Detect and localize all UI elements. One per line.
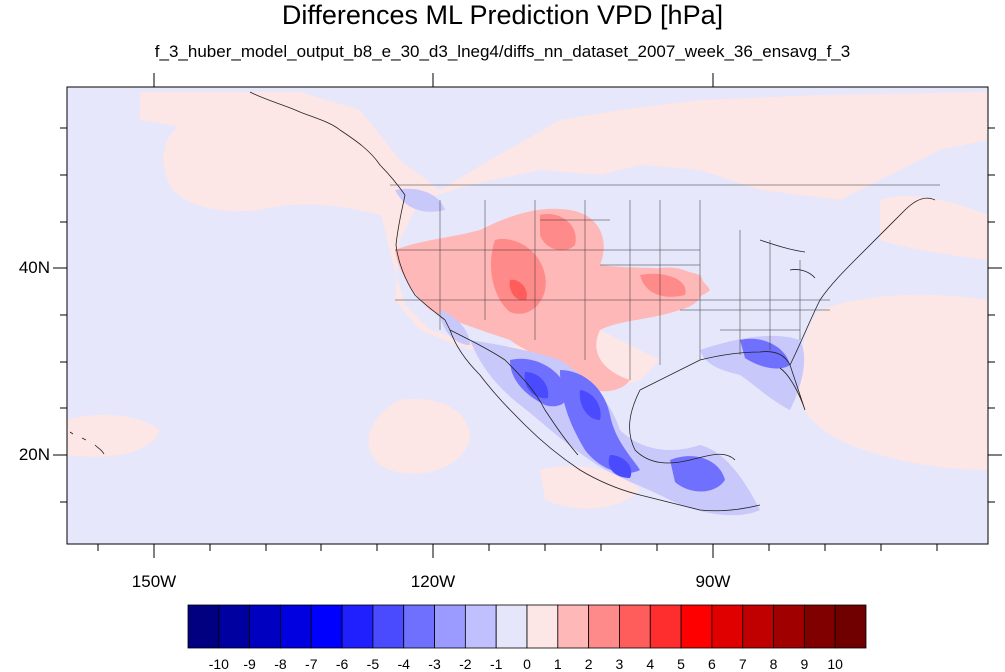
state-boundaries <box>390 184 940 380</box>
colorbar-swatch <box>588 604 620 649</box>
map-subtitle: f_3_huber_model_output_b8_e_30_d3_lneg4/… <box>154 42 851 61</box>
colorbar-tick-label: 5 <box>677 656 685 672</box>
colorbar-tick-label: 6 <box>708 656 716 672</box>
colorbar-swatch <box>557 604 590 649</box>
colorbar-swatch <box>742 604 774 649</box>
colorbar-tick-label: -2 <box>459 656 472 672</box>
colorbar-tick-label: 10 <box>827 656 843 672</box>
colorbar-swatch <box>619 604 651 649</box>
lon-label-90w: 90W <box>695 572 731 591</box>
colorbar-tick-label: 4 <box>646 656 655 672</box>
colorbar-tick-label: -1 <box>489 656 503 672</box>
colorbar-tick-label: 9 <box>800 656 809 672</box>
colorbar-tick-label: -10 <box>208 656 229 672</box>
colorbar-swatch <box>464 604 497 649</box>
positive-anomaly-core <box>509 279 527 301</box>
colorbar-tick-label: -9 <box>243 656 256 672</box>
colorbar-swatch <box>495 604 528 649</box>
colorbar-tick-label: 7 <box>738 656 747 672</box>
map-title: Differences ML Prediction VPD [hPa] <box>281 0 724 30</box>
positive-anomaly-light <box>67 92 988 509</box>
colorbar-swatch <box>187 604 220 649</box>
axis-ticks <box>53 73 1002 558</box>
minor-ticks <box>60 127 995 551</box>
negative-anomaly-strong <box>524 372 632 478</box>
colorbar-tick-label: 2 <box>584 656 593 672</box>
lon-label-150w: 150W <box>131 572 177 591</box>
colorbar-swatch <box>249 604 281 649</box>
colorbar-tick-label: 8 <box>769 656 778 672</box>
colorbar-swatch <box>680 604 713 649</box>
colorbar-swatch <box>218 604 251 649</box>
colorbar-tick-label: 3 <box>615 656 624 672</box>
colorbar-swatch <box>280 604 312 649</box>
colorbar-swatch <box>711 604 744 649</box>
positive-anomaly-strong <box>490 214 686 314</box>
colorbar-tick-label: -4 <box>397 656 410 672</box>
colorbar <box>187 604 867 649</box>
lat-label-40n: 40N <box>18 258 50 277</box>
colorbar-swatch <box>434 604 466 649</box>
lon-label-120w: 120W <box>410 572 456 591</box>
colorbar-swatch <box>773 604 805 649</box>
colorbar-tick-label: -3 <box>428 656 441 672</box>
colorbar-swatch <box>526 604 559 649</box>
colorbar-tick-label: -8 <box>274 656 287 672</box>
colorbar-tick-label: -6 <box>335 656 349 672</box>
colorbar-tick-label: -5 <box>366 656 380 672</box>
colorbar-tick-label: 1 <box>553 656 562 672</box>
colorbar-swatch <box>341 604 374 649</box>
colorbar-swatch <box>834 604 867 649</box>
coastlines <box>69 91 936 512</box>
colorbar-tick-label: -7 <box>305 656 318 672</box>
colorbar-swatch <box>310 604 343 649</box>
colorbar-swatch <box>803 604 836 649</box>
colorbar-swatch <box>372 604 405 649</box>
colorbar-tick-label: 0 <box>523 656 531 672</box>
colorbar-swatch <box>403 604 435 649</box>
lat-label-20n: 20N <box>18 445 50 464</box>
colorbar-swatch <box>649 604 682 649</box>
